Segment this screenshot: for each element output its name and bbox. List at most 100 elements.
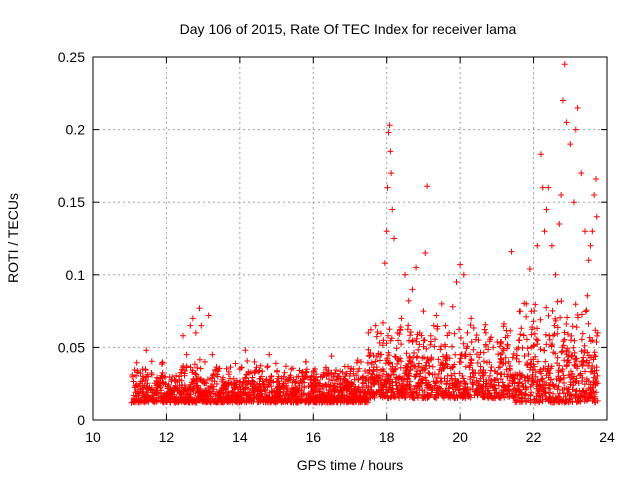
data-point [398, 315, 405, 322]
data-point [572, 126, 579, 133]
data-point [323, 366, 330, 373]
data-point [567, 141, 574, 148]
data-point [310, 395, 317, 402]
data-point [475, 337, 482, 344]
data-point [508, 248, 515, 255]
data-point [587, 242, 594, 249]
data-point [548, 242, 555, 249]
data-point [148, 385, 155, 392]
x-tick-label: 18 [379, 429, 395, 445]
data-point [433, 312, 440, 319]
data-point [163, 390, 170, 397]
x-axis-label: GPS time / hours [297, 457, 404, 473]
data-point [389, 206, 396, 213]
chart-title: Day 106 of 2015, Rate Of TEC Index for r… [180, 21, 517, 37]
data-point [585, 257, 592, 264]
x-tick-label: 12 [159, 429, 175, 445]
data-point [570, 199, 577, 206]
data-point [242, 347, 249, 354]
data-point [365, 329, 372, 336]
data-point [578, 170, 585, 177]
data-point [589, 228, 596, 235]
data-point [384, 184, 391, 191]
data-point [449, 303, 456, 310]
data-point [420, 308, 427, 315]
data-point [156, 380, 163, 387]
data-point [280, 385, 287, 392]
data-point [545, 184, 552, 191]
data-point [537, 151, 544, 158]
data-point [515, 337, 522, 344]
plot-frame [92, 56, 608, 421]
data-point [387, 148, 394, 155]
data-point [539, 184, 546, 191]
data-point [438, 300, 445, 307]
data-point [385, 129, 392, 136]
data-point [402, 271, 409, 278]
data-point [196, 305, 203, 312]
data-point [424, 183, 431, 190]
data-point [176, 373, 183, 380]
data-point [581, 228, 588, 235]
data-point [446, 329, 453, 336]
data-point [343, 380, 350, 387]
data-point [139, 366, 146, 373]
data-point [561, 61, 568, 68]
data-point [179, 332, 186, 339]
data-point [453, 279, 460, 286]
data-point [593, 213, 600, 220]
data-point [482, 329, 489, 336]
y-tick-label: 0.15 [58, 194, 85, 210]
y-tick-label: 0 [77, 412, 85, 428]
data-point [460, 271, 467, 278]
data-point [167, 395, 174, 402]
data-point [258, 373, 265, 380]
data-points [128, 61, 601, 406]
data-point [543, 206, 550, 213]
data-point [468, 315, 475, 322]
data-point [159, 373, 166, 380]
data-point [189, 315, 196, 322]
data-point [391, 235, 398, 242]
data-point [563, 119, 570, 126]
data-point [222, 380, 229, 387]
data-point [504, 332, 511, 339]
data-point [205, 312, 212, 319]
y-axis-ticks: 0 0.05 0.1 0.15 0.2 0.25 [58, 49, 607, 428]
data-point [526, 265, 533, 272]
data-point [183, 351, 190, 358]
data-point [358, 358, 365, 365]
data-point [409, 286, 416, 293]
data-point [386, 122, 393, 129]
data-point [128, 399, 135, 406]
data-point [497, 351, 504, 358]
data-point [236, 366, 243, 373]
data-point [266, 351, 273, 358]
data-point [558, 191, 565, 198]
data-point [187, 322, 194, 329]
y-tick-label: 0.1 [66, 267, 86, 283]
data-point [145, 373, 152, 380]
data-point [198, 322, 205, 329]
data-point [335, 373, 342, 380]
x-axis-ticks: 10 12 14 16 18 20 22 24 [85, 57, 615, 445]
data-point [214, 373, 221, 380]
y-tick-label: 0.2 [66, 122, 86, 138]
data-point [405, 297, 412, 304]
data-point [251, 358, 258, 365]
data-point [350, 366, 357, 373]
data-point [541, 228, 548, 235]
data-point [464, 329, 471, 336]
x-tick-label: 14 [232, 429, 248, 445]
data-point [295, 373, 302, 380]
data-point [556, 220, 563, 227]
data-point [422, 250, 429, 257]
data-point [381, 260, 388, 267]
data-point [559, 97, 566, 104]
data-point [534, 242, 541, 249]
data-point [552, 271, 559, 278]
y-axis-label: ROTI / TECUs [5, 193, 21, 283]
data-point [442, 322, 449, 329]
data-point [394, 329, 401, 336]
